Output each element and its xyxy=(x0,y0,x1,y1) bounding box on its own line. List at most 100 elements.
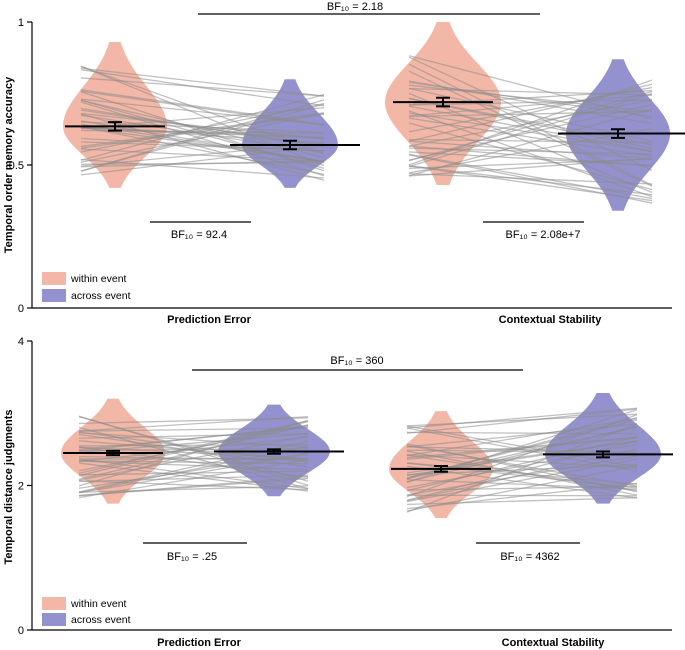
subject-line xyxy=(408,153,653,200)
subject-line xyxy=(78,421,309,477)
subject-line xyxy=(80,145,325,176)
subject-lines-group xyxy=(80,55,653,204)
subject-line xyxy=(80,77,325,97)
y-tick-label-0: 0 xyxy=(18,625,24,637)
subject-line xyxy=(80,112,325,140)
subject-line xyxy=(408,140,653,160)
legend-swatch-within xyxy=(42,597,66,610)
category-label-1: Contextual Stability xyxy=(499,314,603,326)
error-bar-across-1 xyxy=(611,128,625,139)
subject-line xyxy=(408,158,653,169)
subject-line xyxy=(78,424,309,472)
legend-label-within: within event xyxy=(70,598,127,610)
subject-line xyxy=(408,105,653,152)
bf-label-0: BF₁₀ = 92.4 xyxy=(171,229,227,241)
subject-line xyxy=(408,138,653,144)
legend: within event across event xyxy=(42,272,131,302)
bf-label-1: BF₁₀ = 2.08e+7 xyxy=(506,229,581,241)
subject-line xyxy=(408,127,653,174)
subject-line xyxy=(80,98,325,126)
violins-group xyxy=(63,22,670,211)
y-tick-label-2: 4 xyxy=(18,336,24,348)
subject-line xyxy=(408,99,653,147)
error-bar-within-0 xyxy=(106,449,120,457)
bf-label-2: BF₁₀ = 360 xyxy=(330,355,383,367)
bf-label-2: BF₁₀ = 2.18 xyxy=(327,1,383,13)
subject-line xyxy=(80,148,325,163)
subject-line xyxy=(80,99,325,159)
subject-line xyxy=(406,462,638,489)
legend-label-across: across event xyxy=(71,290,131,302)
panel-distance: 0 2 4 Temporal distance judgments Predicti… xyxy=(3,336,673,649)
error-bar-across-1 xyxy=(596,450,610,459)
subject-line xyxy=(406,408,638,434)
subject-line xyxy=(408,122,653,191)
y-tick-label-2: 1 xyxy=(18,17,24,29)
y-tick-label-0: 0 xyxy=(18,303,24,315)
legend-label-within: within event xyxy=(70,273,127,285)
subject-line xyxy=(406,413,638,427)
subject-line xyxy=(408,112,653,153)
subject-line xyxy=(80,161,325,165)
subject-line xyxy=(408,94,653,117)
error-bar-within-0 xyxy=(108,121,122,132)
subject-line xyxy=(408,63,653,186)
subject-line xyxy=(80,89,325,125)
subject-line xyxy=(80,90,325,127)
subject-line xyxy=(78,476,309,497)
subject-line xyxy=(78,435,309,481)
panel-accuracy: 00.51 Temporal order memory accuracy Pre… xyxy=(3,1,685,326)
subject-line xyxy=(78,416,309,432)
subject-line xyxy=(80,69,325,107)
subject-line xyxy=(406,458,638,503)
subject-line xyxy=(408,154,653,204)
subject-line xyxy=(80,113,325,181)
subject-line xyxy=(408,110,653,198)
subject-line xyxy=(406,431,638,435)
legend-swatch-within xyxy=(42,272,66,285)
means-group xyxy=(65,96,685,151)
subject-line xyxy=(408,117,653,157)
subject-lines-group xyxy=(78,407,638,513)
subject-line xyxy=(408,110,653,118)
legend-swatch-across xyxy=(42,289,66,302)
subject-line xyxy=(406,418,638,457)
subject-line xyxy=(78,433,309,454)
legend: within event across event xyxy=(42,597,131,626)
subject-line xyxy=(406,427,638,472)
y-ticks-group: 00.51 xyxy=(9,17,32,315)
category-label-1: Contextual Stability xyxy=(502,637,606,649)
subject-line xyxy=(78,480,309,491)
error-bar-within-1 xyxy=(436,96,450,108)
subject-line xyxy=(406,496,638,506)
y-tick-label-1: 0.5 xyxy=(9,160,24,172)
subject-line xyxy=(406,414,638,498)
subject-line xyxy=(406,407,638,429)
error-bar-across-0 xyxy=(283,139,297,151)
subject-line xyxy=(78,427,309,432)
subject-line xyxy=(78,470,309,476)
error-bar-within-1 xyxy=(434,464,448,473)
y-tick-label-1: 2 xyxy=(18,481,24,493)
subject-line xyxy=(408,151,653,167)
y-axis-title: Temporal order memory accuracy xyxy=(3,76,15,253)
subject-line xyxy=(80,126,325,176)
means-group xyxy=(63,448,673,473)
subject-line xyxy=(78,460,309,465)
subject-line xyxy=(78,485,309,493)
bf-label-0: BF₁₀ = .25 xyxy=(167,551,217,563)
subject-line xyxy=(78,443,309,447)
subject-line xyxy=(78,440,309,461)
error-bar-across-0 xyxy=(267,448,281,455)
subject-line xyxy=(406,482,638,510)
bf-label-1: BF₁₀ = 4362 xyxy=(500,551,559,563)
subject-line xyxy=(408,90,653,162)
y-ticks-group: 0 2 4 xyxy=(18,336,32,637)
subject-line xyxy=(78,474,309,483)
subject-line xyxy=(406,409,638,483)
subject-line xyxy=(408,108,653,177)
legend-label-across: across event xyxy=(71,614,131,626)
subject-line xyxy=(78,419,309,487)
subject-line xyxy=(80,112,325,163)
